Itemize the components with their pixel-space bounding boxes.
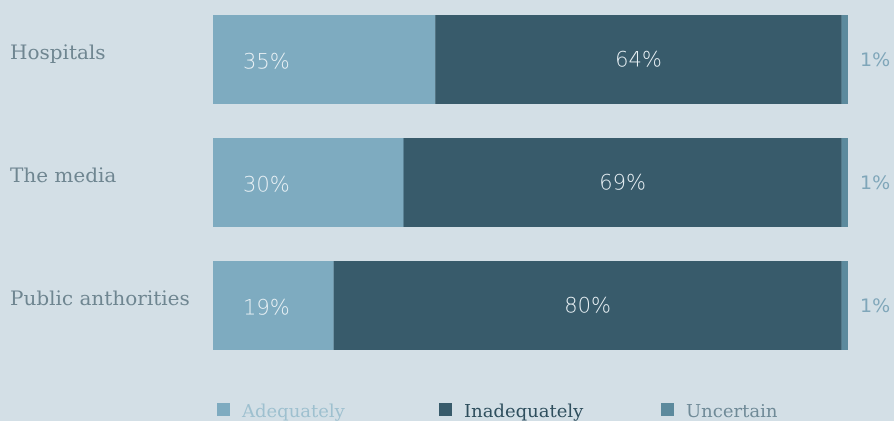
category-label-the-media: The media bbox=[10, 163, 116, 187]
data-label-adequately-the-media: 30% bbox=[243, 173, 290, 197]
legend-swatch-adequately bbox=[217, 403, 230, 416]
bar-adequately-public-anthorities bbox=[213, 261, 334, 350]
legend-swatch-inadequately bbox=[439, 403, 452, 416]
category-label-hospitals: Hospitals bbox=[10, 40, 106, 64]
data-label-uncertain-hospitals: 1% bbox=[860, 49, 890, 71]
bar-uncertain-the-media bbox=[841, 138, 848, 227]
bar-inadequately-hospitals bbox=[435, 15, 842, 104]
legend-label-inadequately: Inadequately bbox=[464, 401, 584, 421]
data-label-uncertain-public-anthorities: 1% bbox=[860, 295, 890, 317]
data-label-inadequately-public-anthorities: 80% bbox=[564, 294, 611, 318]
data-label-uncertain-the-media: 1% bbox=[860, 172, 890, 194]
bar-adequately-hospitals bbox=[213, 15, 436, 104]
data-label-adequately-public-anthorities: 19% bbox=[243, 296, 290, 320]
bar-inadequately-public-anthorities bbox=[333, 261, 842, 350]
bar-inadequately-the-media bbox=[403, 138, 842, 227]
category-label-public-anthorities: Public anthorities bbox=[10, 286, 190, 310]
legend-swatch-uncertain bbox=[661, 403, 674, 416]
data-label-inadequately-hospitals: 64% bbox=[615, 48, 662, 72]
bar-adequately-the-media bbox=[213, 138, 404, 227]
legend-label-uncertain: Uncertain bbox=[686, 401, 778, 421]
data-label-inadequately-the-media: 69% bbox=[599, 171, 646, 195]
bar-uncertain-public-anthorities bbox=[841, 261, 848, 350]
legend-label-adequately: Adequately bbox=[241, 401, 346, 421]
data-label-adequately-hospitals: 35% bbox=[243, 50, 290, 74]
bar-uncertain-hospitals bbox=[841, 15, 848, 104]
